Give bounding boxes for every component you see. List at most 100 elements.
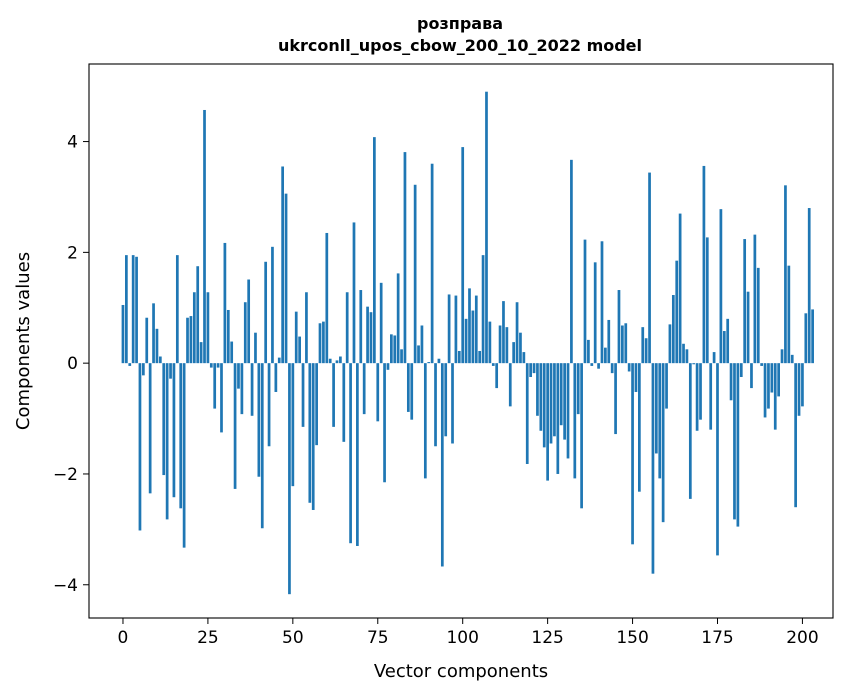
bar-154 xyxy=(644,338,648,364)
bar-41 xyxy=(260,363,264,529)
bar-170 xyxy=(699,363,702,420)
bar-156 xyxy=(651,363,655,574)
bar-18 xyxy=(182,363,186,548)
bar-152 xyxy=(638,363,641,492)
bar-168 xyxy=(692,363,696,365)
bar-165 xyxy=(682,343,685,364)
bar-180 xyxy=(733,363,736,520)
bar-62 xyxy=(332,363,335,427)
bar-47 xyxy=(281,166,284,364)
bar-157 xyxy=(654,363,658,454)
bar-3 xyxy=(131,255,135,364)
bar-28 xyxy=(216,363,220,368)
bar-172 xyxy=(705,237,709,364)
y-tick-label: 0 xyxy=(67,354,78,374)
bar-194 xyxy=(780,349,784,364)
bar-144 xyxy=(610,363,614,374)
bar-78 xyxy=(386,363,390,370)
bar-45 xyxy=(274,363,278,392)
bar-10 xyxy=(155,328,159,364)
bar-137 xyxy=(587,339,590,364)
bar-148 xyxy=(624,323,628,364)
bar-36 xyxy=(243,302,247,364)
bar-33 xyxy=(233,363,237,489)
bar-31 xyxy=(226,309,230,364)
bar-190 xyxy=(767,363,770,409)
bar-107 xyxy=(485,91,488,364)
bar-54 xyxy=(305,292,308,364)
bar-71 xyxy=(362,363,366,415)
bar-55 xyxy=(308,363,312,503)
bar-22 xyxy=(196,266,200,364)
bar-72 xyxy=(366,306,369,364)
bar-150 xyxy=(631,363,634,545)
bar-49 xyxy=(288,363,291,595)
bar-177 xyxy=(722,331,726,364)
bar-90 xyxy=(427,362,431,364)
bar-113 xyxy=(505,327,509,364)
bar-39 xyxy=(254,332,257,364)
bar-169 xyxy=(695,363,699,431)
bar-184 xyxy=(746,291,750,364)
bar-146 xyxy=(617,290,621,364)
bar-176 xyxy=(719,209,723,364)
bar-111 xyxy=(498,325,502,364)
bar-30 xyxy=(223,242,227,364)
bar-196 xyxy=(787,265,791,364)
bar-112 xyxy=(502,301,505,364)
bar-76 xyxy=(379,282,383,364)
bar-181 xyxy=(736,363,740,527)
bar-119 xyxy=(525,363,529,464)
bar-121 xyxy=(532,363,536,374)
bar-128 xyxy=(556,363,560,474)
bar-80 xyxy=(393,335,397,364)
bar-188 xyxy=(760,363,764,366)
bar-126 xyxy=(549,363,553,444)
bar-46 xyxy=(277,357,281,364)
x-tick-label: 75 xyxy=(367,628,389,648)
bar-8 xyxy=(148,363,152,494)
bar-166 xyxy=(685,349,689,364)
bar-183 xyxy=(743,239,747,364)
bar-94 xyxy=(440,363,444,567)
bar-50 xyxy=(291,363,295,487)
bar-104 xyxy=(474,295,478,364)
bar-68 xyxy=(352,222,356,364)
bar-48 xyxy=(284,193,288,364)
bar-175 xyxy=(716,363,719,556)
plot-frame xyxy=(88,63,834,619)
bar-92 xyxy=(434,363,437,447)
bar-61 xyxy=(328,358,332,364)
bar-149 xyxy=(627,363,631,372)
bar-57 xyxy=(315,363,318,446)
bar-173 xyxy=(709,363,713,430)
bar-185 xyxy=(750,363,753,389)
bar-102 xyxy=(468,288,471,364)
bar-13 xyxy=(165,363,169,520)
y-ticks: −4 −2 0 2 4 xyxy=(53,133,89,596)
bar-20 xyxy=(189,316,193,364)
bar-96 xyxy=(447,294,451,364)
bar-77 xyxy=(383,363,386,483)
x-axis-label: Vector components xyxy=(374,661,548,682)
bar-21 xyxy=(192,292,196,364)
bar-129 xyxy=(559,363,563,426)
bar-19 xyxy=(186,317,189,364)
bar-124 xyxy=(542,363,546,448)
bar-141 xyxy=(600,241,604,364)
bar-42 xyxy=(264,261,268,364)
bar-23 xyxy=(199,342,203,364)
bar-64 xyxy=(339,356,342,364)
bar-63 xyxy=(335,360,339,364)
bar-117 xyxy=(519,332,522,364)
bar-51 xyxy=(294,311,298,364)
bar-147 xyxy=(621,325,624,364)
bar-105 xyxy=(478,350,482,364)
bar-178 xyxy=(726,318,730,364)
x-ticks: 0 25 50 75 100 125 150 175 200 xyxy=(118,618,819,648)
bar-100 xyxy=(461,147,465,364)
bar-198 xyxy=(794,363,797,508)
bar-69 xyxy=(356,363,359,546)
bar-56 xyxy=(311,363,315,510)
